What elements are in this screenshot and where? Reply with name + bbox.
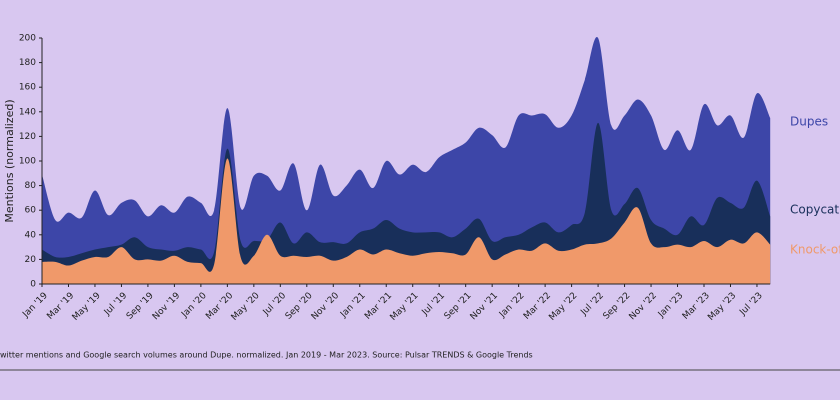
y-tick-label: 40 bbox=[25, 230, 37, 240]
y-tick-label: 200 bbox=[19, 34, 36, 44]
y-tick-label: 180 bbox=[19, 58, 36, 68]
y-tick-label: 100 bbox=[19, 157, 36, 167]
legend-label: Knock-of bbox=[790, 243, 840, 257]
y-tick-label: 80 bbox=[25, 181, 37, 191]
y-axis-label: Mentions (normalized) bbox=[3, 99, 16, 222]
y-tick-label: 60 bbox=[25, 206, 37, 216]
caption: witter mentions and Google search volume… bbox=[0, 351, 533, 360]
y-tick-label: 0 bbox=[30, 280, 36, 290]
legend-label: Dupes bbox=[790, 115, 828, 129]
y-tick-label: 140 bbox=[19, 107, 36, 117]
legend-label: Copycat bbox=[790, 203, 839, 217]
y-tick-label: 160 bbox=[19, 83, 36, 93]
area bbox=[42, 158, 771, 284]
y-tick-label: 120 bbox=[19, 132, 36, 142]
y-tick-label: 20 bbox=[25, 255, 37, 265]
